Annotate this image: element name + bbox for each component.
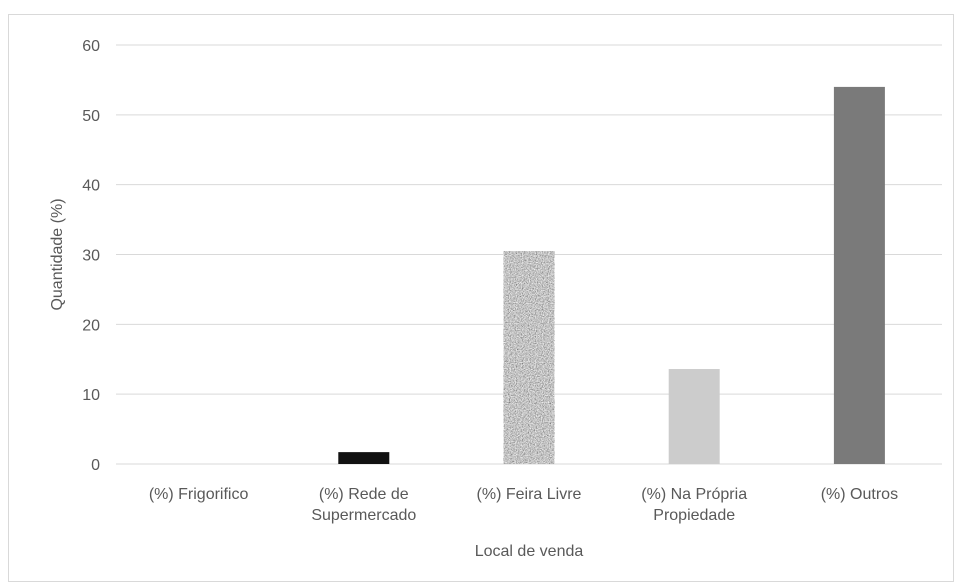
y-tick-label: 20	[82, 317, 100, 334]
y-tick-label: 0	[91, 457, 100, 474]
x-axis-ticks: (%) Frigorifico (%) Rede de Supermercado (%…	[149, 486, 898, 524]
bar-2	[503, 251, 555, 464]
bar-1	[338, 452, 390, 464]
y-tick-label: 40	[82, 178, 100, 195]
y-tick-label: 50	[82, 108, 100, 125]
bar-4	[833, 86, 885, 465]
y-tick-label: 30	[82, 248, 100, 265]
bar-texture	[503, 251, 555, 464]
x-tick-label: (%) Frigorifico	[149, 486, 249, 503]
x-tick-label: (%) Na Própria Propiedade	[641, 486, 747, 524]
x-tick-label: (%) Outros	[821, 486, 898, 503]
bar-rect	[338, 452, 390, 464]
bars	[338, 86, 885, 465]
bar-3	[668, 369, 720, 464]
bar-rect	[668, 369, 720, 464]
chart-frame	[8, 14, 954, 582]
y-tick-label: 10	[82, 387, 100, 404]
x-axis-title: Local de venda	[475, 543, 584, 560]
y-axis-ticks: 0 10 20 30 40 50 60	[82, 38, 100, 474]
x-tick-label: (%) Feira Livre	[477, 486, 582, 503]
x-tick-label: (%) Rede de Supermercado	[311, 486, 416, 524]
y-axis-title: Quantidade (%)	[49, 198, 66, 310]
bar-rect	[833, 86, 885, 465]
y-tick-label: 60	[82, 38, 100, 55]
gridlines	[116, 44, 942, 465]
